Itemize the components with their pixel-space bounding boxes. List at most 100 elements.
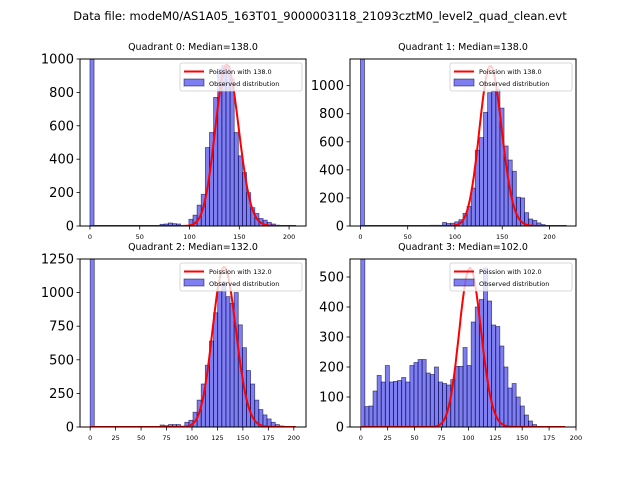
histogram-bar [381, 382, 385, 427]
x-tick-label: 75 [437, 434, 445, 442]
y-tick-label: 750 [49, 320, 74, 335]
x-tick-label: 175 [543, 434, 555, 442]
histogram-bar [516, 197, 520, 226]
histogram-bar [500, 346, 504, 427]
x-tick-label: 0 [88, 233, 92, 241]
histogram-bar [361, 259, 365, 427]
y-tick-label: 0 [66, 220, 74, 235]
y-tick-label: 1000 [41, 53, 74, 68]
legend-patch-observed [184, 279, 204, 286]
legend: Poission with 138.0 Observed distribution [450, 63, 572, 91]
histogram-bar [508, 388, 512, 427]
histogram-bar [488, 301, 492, 427]
x-tick-label: 200 [288, 434, 300, 442]
histogram-bar [426, 373, 430, 427]
figure-suptitle: Data file: modeM0/AS1A05_163T01_90000031… [73, 9, 567, 23]
x-tick-label: 125 [211, 434, 223, 442]
histogram-bar [467, 366, 471, 428]
y-tick-label: 200 [319, 191, 344, 206]
y-tick-label: 1000 [311, 79, 344, 94]
histogram-bar [430, 375, 434, 428]
x-tick-label: 75 [162, 434, 170, 442]
histogram-bar [438, 382, 442, 427]
histogram-bar [373, 391, 377, 427]
x-tick-label: 100 [449, 233, 461, 241]
x-tick-label: 150 [233, 233, 245, 241]
x-tick-label: 175 [262, 434, 274, 442]
histogram-bar [410, 366, 414, 428]
y-tick-label: 1250 [41, 253, 74, 268]
y-tick-label: 200 [319, 361, 344, 376]
legend-label-observed: Observed distribution [209, 280, 279, 288]
legend-label-poisson: Poission with 132.0 [209, 268, 272, 276]
legend-label-observed: Observed distribution [479, 80, 549, 88]
x-tick-label: 0 [359, 434, 363, 442]
histogram-bar [516, 397, 520, 427]
y-tick-label: 800 [319, 107, 344, 122]
legend-patch-observed [454, 79, 474, 86]
legend-patch-observed [454, 279, 474, 286]
y-tick-label: 1000 [41, 286, 74, 301]
y-tick-label: 400 [319, 163, 344, 178]
x-tick-label: 0 [358, 233, 362, 241]
x-tick-label: 25 [111, 434, 119, 442]
x-tick-label: 50 [404, 233, 412, 241]
legend-label-poisson: Poission with 138.0 [479, 68, 542, 76]
x-tick-label: 50 [137, 434, 145, 442]
histogram-bar [214, 313, 218, 427]
histogram-bar [389, 382, 393, 427]
histogram-bar [90, 259, 94, 427]
histogram-bar [218, 291, 222, 427]
histogram-bar [434, 367, 438, 427]
y-tick-label: 0 [66, 421, 74, 436]
y-tick-label: 100 [319, 391, 344, 406]
y-tick-label: 400 [319, 301, 344, 316]
y-tick-label: 800 [49, 86, 74, 101]
histogram-bar [222, 282, 226, 427]
histogram-bar [393, 381, 397, 427]
histogram-bar [479, 138, 483, 226]
x-tick-label: 50 [410, 434, 418, 442]
histogram-bar [238, 156, 242, 226]
histogram-bar [475, 307, 479, 427]
y-tick-label: 250 [49, 387, 74, 402]
x-tick-label: 100 [186, 434, 198, 442]
y-tick-label: 500 [49, 353, 74, 368]
y-tick-label: 0 [336, 220, 344, 235]
x-tick-label: 100 [183, 233, 195, 241]
x-tick-label: 200 [283, 233, 295, 241]
histogram-bar [524, 415, 528, 427]
histogram-bar [365, 407, 369, 427]
y-tick-label: 300 [319, 331, 344, 346]
x-tick-label: 200 [570, 434, 582, 442]
histogram-bar [484, 112, 488, 226]
subplot-title: Quadrant 2: Median=132.0 [128, 242, 258, 253]
y-tick-label: 400 [49, 153, 74, 168]
y-tick-label: 500 [319, 271, 344, 286]
histogram-bar [226, 297, 230, 427]
histogram-bar [230, 303, 234, 427]
histogram-bar [234, 132, 238, 226]
histogram-bar [492, 91, 496, 226]
histogram-bar [496, 327, 500, 428]
legend-patch-observed [184, 79, 204, 86]
y-tick-label: 600 [49, 119, 74, 134]
x-tick-label: 150 [496, 233, 508, 241]
histogram-bar [377, 375, 381, 427]
histogram-bar [414, 363, 418, 428]
histogram-bar [512, 384, 516, 428]
histogram-bar [398, 381, 402, 428]
histogram-bar [418, 360, 422, 428]
histogram-bar [422, 360, 426, 428]
histogram-bar [488, 93, 492, 226]
histogram-bar [520, 406, 524, 427]
histogram-bar [90, 59, 94, 226]
